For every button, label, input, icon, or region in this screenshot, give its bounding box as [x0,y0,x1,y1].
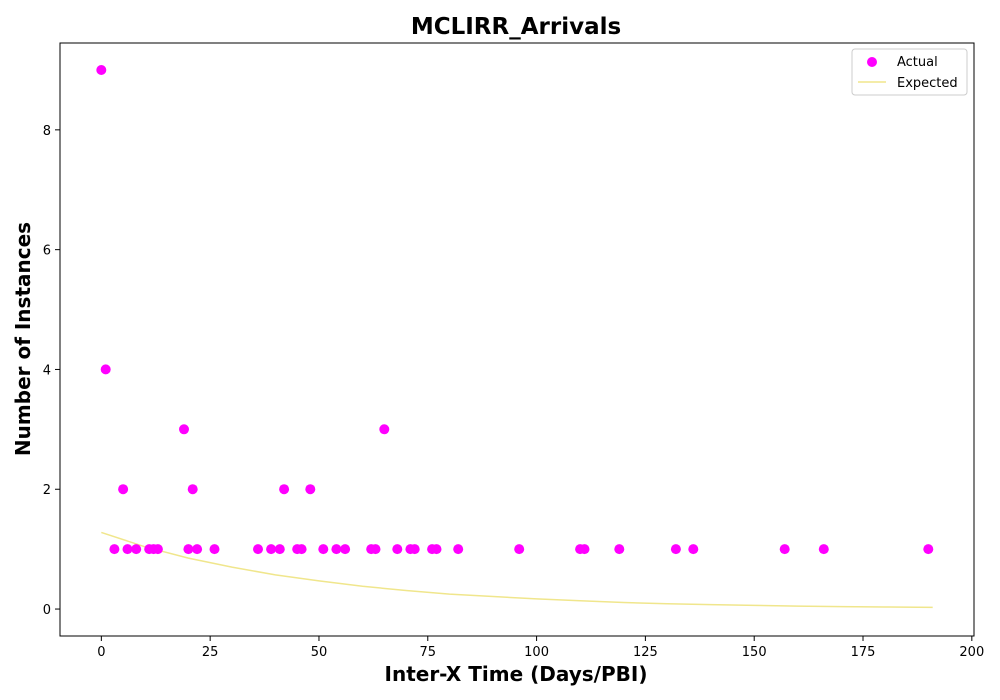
data-point [340,544,351,555]
data-point [818,544,829,555]
x-tick-label: 100 [524,645,549,660]
plot-area [96,65,934,609]
x-tick-label: 175 [851,645,876,660]
data-point [274,544,285,555]
x-tick-label: 75 [420,645,437,660]
expected-line [101,531,933,609]
data-point [266,544,277,555]
data-point [614,544,625,555]
data-point [318,544,329,555]
chart-title: MCLIRR_Arrivals [411,14,621,40]
y-axis: 0 2 4 6 8 [43,124,60,618]
y-tick-label: 2 [43,483,51,498]
y-tick-label: 0 [43,603,51,618]
data-point [409,544,420,555]
y-tick-label: 4 [43,363,51,378]
data-point [688,544,699,555]
data-point [131,544,142,555]
data-point [370,544,381,555]
data-point [670,544,681,555]
data-point [923,544,934,555]
data-point [453,544,464,555]
x-tick-label: 125 [633,645,658,660]
legend: Actual Expected [851,48,968,96]
x-axis-label: Inter-X Time (Days/PBI) [385,662,648,686]
data-point [183,544,194,555]
data-point [118,484,129,495]
x-tick-label: 0 [97,645,105,660]
x-tick-label: 150 [742,645,767,660]
data-point [179,424,189,435]
y-tick-label: 6 [43,244,51,259]
data-point [296,544,307,555]
data-point [96,65,107,75]
x-tick-label: 200 [959,645,984,660]
data-point [431,544,442,555]
y-tick-label: 8 [43,124,51,139]
data-point [253,544,263,555]
legend-actual-marker [867,57,877,67]
data-point [279,484,290,495]
data-point [779,544,790,555]
data-point [209,544,220,555]
legend-expected-label: Expected [897,76,958,91]
x-tick-label: 25 [202,645,219,660]
data-point [331,544,342,555]
data-point [152,544,163,555]
data-point [379,424,390,435]
plot-frame [59,42,975,637]
y-axis-label: Number of Instances [11,222,35,456]
data-point [187,484,198,495]
x-tick-label: 50 [311,645,328,660]
legend-box [851,48,968,96]
x-axis: 0 25 50 75 100 125 150 175 200 [97,636,984,660]
data-point [122,544,133,555]
data-point [192,544,203,555]
legend-actual-label: Actual [897,55,938,70]
data-point [109,544,120,555]
data-point [305,484,316,495]
data-point [514,544,525,555]
data-point [579,544,590,555]
data-point [100,364,111,375]
data-point [392,544,403,555]
